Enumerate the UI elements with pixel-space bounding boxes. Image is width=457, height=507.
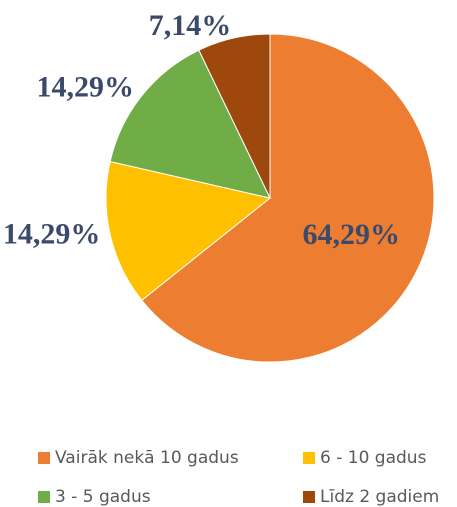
- pie-slice: [141, 33, 435, 363]
- legend-label: Vairāk nekā 10 gadus: [55, 448, 239, 468]
- legend-swatch: [303, 491, 315, 503]
- pie-slice: [198, 33, 271, 199]
- legend-swatch: [38, 491, 50, 503]
- legend-label: Līdz 2 gadiem: [320, 487, 439, 507]
- legend-label: 3 - 5 gadus: [55, 487, 151, 507]
- pie-slice: [109, 49, 271, 199]
- data-label: 7,14%: [149, 9, 232, 42]
- data-label: 14,29%: [36, 70, 134, 103]
- data-label: 64,29%: [303, 218, 401, 251]
- data-label: 14,29%: [3, 218, 101, 251]
- legend-label: 6 - 10 gadus: [320, 448, 427, 468]
- legend-swatch: [303, 452, 315, 464]
- legend-swatch: [38, 452, 50, 464]
- pie-slice: [105, 160, 272, 301]
